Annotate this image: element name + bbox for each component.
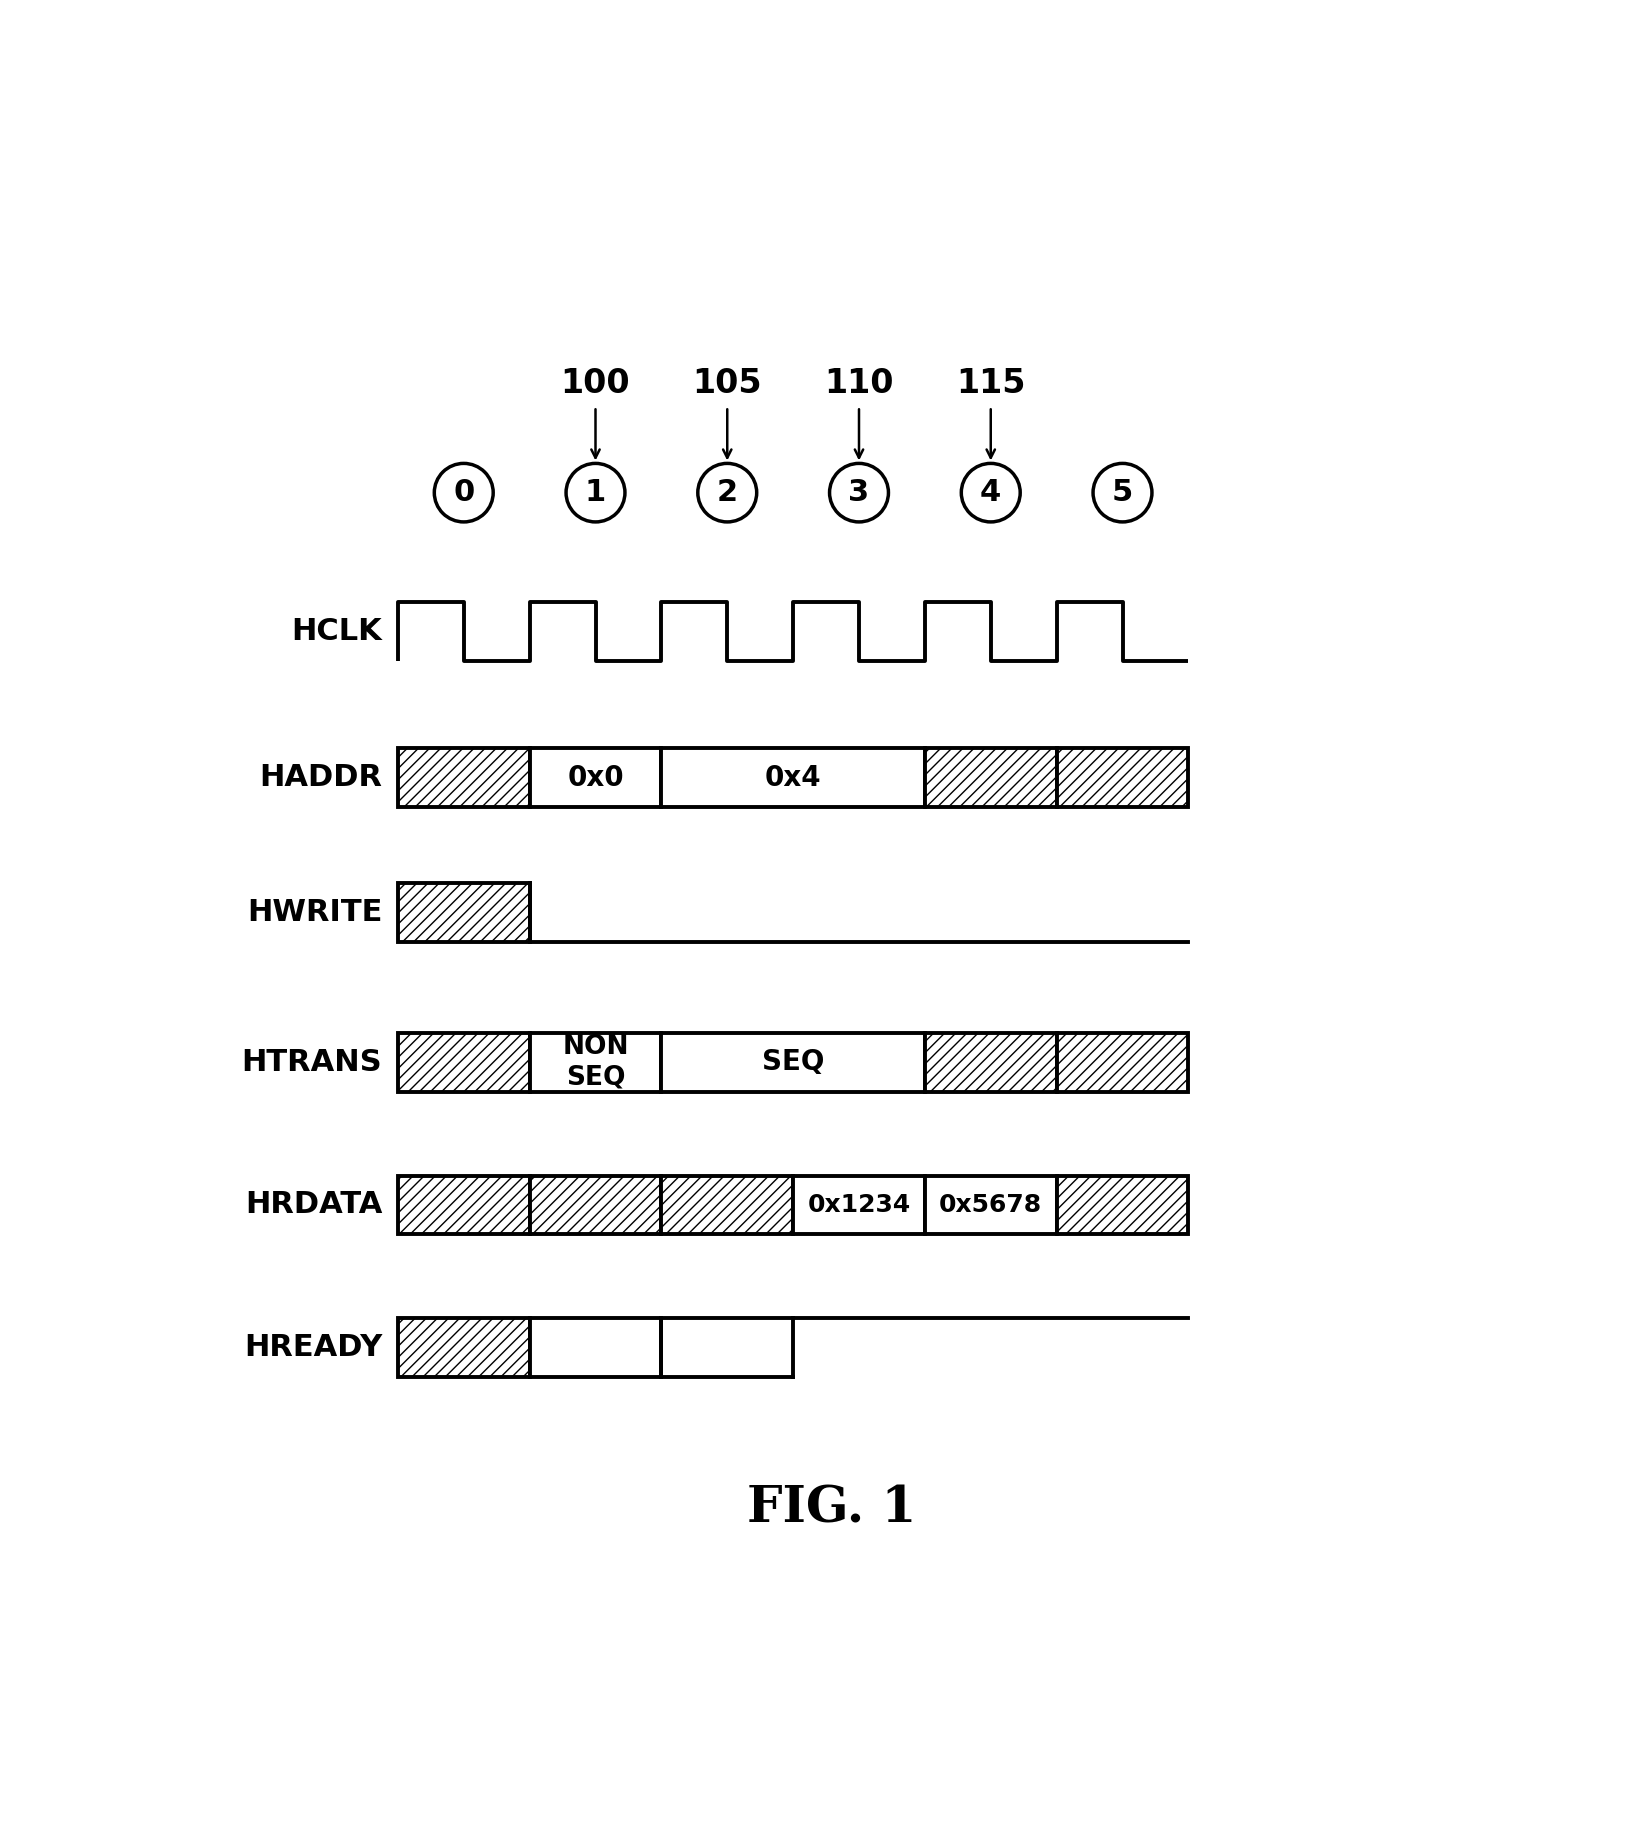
Bar [529,1176,661,1234]
Circle shape [434,464,493,523]
Bar [1056,748,1188,807]
Text: 3: 3 [849,479,868,508]
Text: 2: 2 [716,479,738,508]
Text: 0: 0 [452,479,473,508]
Bar [924,748,1056,807]
Circle shape [697,464,756,523]
Text: 0x1234: 0x1234 [806,1192,911,1218]
Text: 115: 115 [955,367,1025,400]
Text: SEQ: SEQ [762,1049,824,1077]
Bar [398,1033,529,1091]
Text: HREADY: HREADY [243,1333,382,1363]
Bar [661,1176,793,1234]
Text: 105: 105 [692,367,762,400]
Text: NON
SEQ: NON SEQ [561,1034,628,1091]
Text: 1: 1 [584,479,605,508]
Text: FIG. 1: FIG. 1 [747,1484,916,1533]
Text: HWRITE: HWRITE [246,899,382,926]
Bar [924,1033,1056,1091]
Bar [661,1033,924,1091]
Text: 0x4: 0x4 [764,763,821,792]
Text: 100: 100 [560,367,630,400]
Text: HTRANS: HTRANS [242,1047,382,1077]
Bar [1056,1176,1188,1234]
Circle shape [566,464,625,523]
Bar [398,748,529,807]
Text: 0x0: 0x0 [566,763,623,792]
Bar [661,748,924,807]
Bar [529,748,661,807]
Text: 5: 5 [1111,479,1133,508]
Text: 110: 110 [824,367,893,400]
Text: 0x5678: 0x5678 [938,1192,1041,1218]
Text: HCLK: HCLK [292,616,382,646]
Bar [1056,1033,1188,1091]
Circle shape [829,464,888,523]
Bar [398,1176,529,1234]
Bar [398,1319,529,1377]
Circle shape [1092,464,1151,523]
Circle shape [961,464,1020,523]
Text: 4: 4 [979,479,1000,508]
Bar [529,1319,661,1377]
Bar [529,1033,661,1091]
Text: HADDR: HADDR [259,763,382,792]
Text: HRDATA: HRDATA [245,1190,382,1220]
Bar [793,1176,924,1234]
Bar [398,882,529,941]
Bar [924,1176,1056,1234]
